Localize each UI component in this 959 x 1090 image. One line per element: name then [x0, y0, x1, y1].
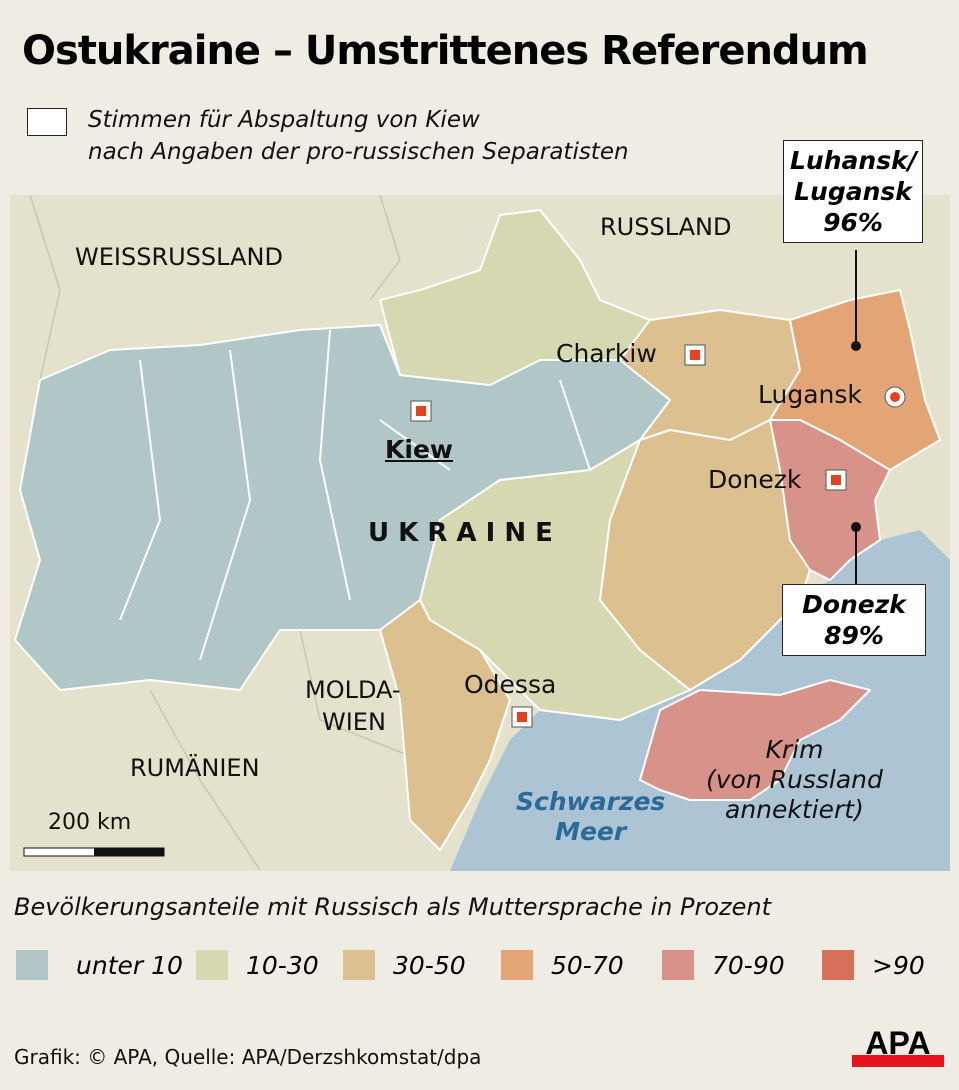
krim-line: annektiert)	[725, 795, 864, 824]
callout-value: 89%	[824, 621, 884, 650]
sea-line: Schwarzes	[516, 787, 666, 816]
label-kiew: Kiew	[385, 435, 453, 464]
legend-swatch	[662, 950, 694, 980]
scale-label: 200 km	[48, 810, 132, 835]
legend-label: >90	[872, 950, 925, 980]
label-romania: RUMÄNIEN	[130, 754, 260, 782]
vote-legend-swatch	[27, 108, 67, 136]
page-title: Ostukraine – Umstrittenes Referendum	[22, 28, 869, 74]
legend-label: 10-30	[246, 950, 319, 980]
oblast-borders	[119, 329, 591, 661]
legend-item: 50-70	[501, 950, 624, 980]
legend-swatch	[196, 950, 228, 980]
label-odessa: Odessa	[464, 670, 557, 699]
legend-label: 30-50	[393, 950, 466, 980]
label-charkiw: Charkiw	[556, 339, 657, 368]
legend-item: >90	[822, 950, 925, 980]
legend-title: Bevölkerungsanteile mit Russisch als Mut…	[14, 893, 771, 921]
legend-swatch	[343, 950, 375, 980]
region-crimea	[639, 679, 871, 801]
callout-donezk: Donezk 89%	[782, 584, 926, 656]
city-markers	[410, 344, 906, 728]
label-belarus: WEISSRUSSLAND	[75, 243, 283, 271]
subtitle-line: nach Angaben der pro-russischen Separati…	[88, 139, 629, 165]
scale-bar	[23, 847, 165, 857]
legend-swatch	[501, 950, 533, 980]
apa-logo: APA	[852, 1027, 944, 1067]
legend-label: unter 10	[76, 950, 183, 980]
label-ukraine: U K R A I N E	[368, 518, 553, 548]
label-moldova: MOLDA-	[305, 676, 401, 704]
legend-swatch	[16, 950, 48, 980]
credit: Grafik: © APA, Quelle: APA/Derzshkomstat…	[14, 1045, 482, 1069]
legend-item: unter 10	[16, 950, 183, 980]
label-krim: Krim (von Russland annektiert)	[706, 735, 883, 825]
callout-dot-donezk	[851, 522, 861, 532]
label-russia: RUSSLAND	[600, 213, 732, 241]
callout-line: Donezk	[802, 590, 906, 619]
subtitle-line: Stimmen für Abspaltung von Kiew	[88, 107, 480, 133]
callout-line: Lugansk	[794, 177, 912, 206]
callout-luhansk: Luhansk/ Lugansk 96%	[783, 140, 923, 243]
map	[10, 195, 950, 871]
region-luhansk	[769, 289, 941, 471]
krim-line: (von Russland	[706, 765, 883, 794]
label-moldova: WIEN	[322, 708, 386, 736]
legend-item: 70-90	[662, 950, 785, 980]
border-lines	[29, 195, 421, 871]
sea-line: Meer	[555, 817, 627, 846]
callout-dot-luhansk	[851, 341, 861, 351]
subtitle: Stimmen für Abspaltung von Kiew nach Ang…	[88, 104, 629, 168]
legend-swatch	[822, 950, 854, 980]
callout-line: Luhansk/	[790, 146, 917, 175]
region-north	[379, 209, 651, 386]
legend-item: 30-50	[343, 950, 466, 980]
legend-label: 70-90	[712, 950, 785, 980]
label-lugansk: Lugansk	[758, 380, 862, 409]
label-black-sea: Schwarzes Meer	[516, 787, 665, 847]
callout-value: 96%	[823, 208, 883, 237]
region-donetsk	[769, 419, 891, 581]
legend-item: 10-30	[196, 950, 319, 980]
region-odessa	[379, 599, 511, 851]
label-donezk: Donezk	[708, 465, 802, 494]
krim-line: Krim	[765, 735, 824, 764]
legend-label: 50-70	[551, 950, 624, 980]
